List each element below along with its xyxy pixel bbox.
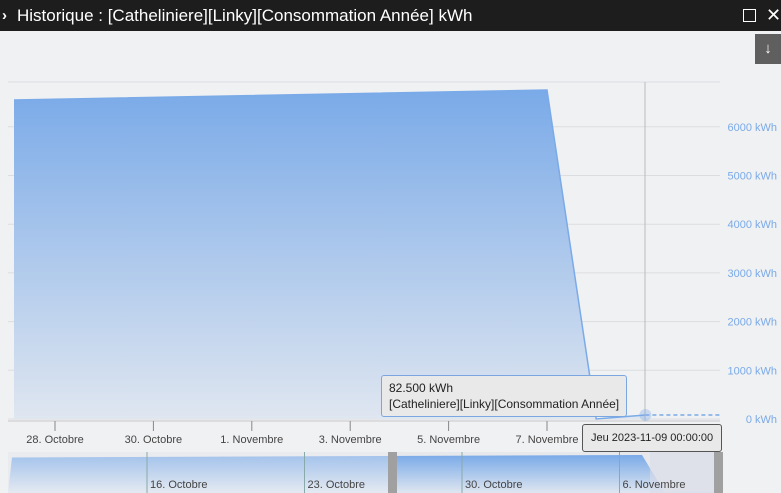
- x-tick-label: 30. Octobre: [125, 434, 182, 446]
- y-tick-label: 2000 kWh: [727, 317, 777, 329]
- y-tick-label: 1000 kWh: [727, 365, 777, 377]
- close-icon[interactable]: ✕: [766, 5, 781, 25]
- tooltip-value: 82.500 kWh: [389, 381, 454, 395]
- x-tick-label: 3. Novembre: [319, 434, 382, 446]
- download-button[interactable]: ↓: [755, 34, 781, 64]
- navigator-tick-label: 23. Octobre: [308, 479, 365, 491]
- y-tick-label: 4000 kWh: [727, 219, 777, 231]
- tooltip: 82.500 kWh [Catheliniere][Linky][Consomm…: [381, 375, 628, 417]
- maximize-icon[interactable]: [743, 9, 756, 22]
- navigator-tick-label: 16. Octobre: [150, 479, 207, 491]
- navigator-tick-label: 30. Octobre: [465, 479, 522, 491]
- date-tooltip: Jeu 2023-11-09 00:00:00: [582, 424, 723, 452]
- navigator-mask: [650, 452, 720, 493]
- x-tick-label: 7. Novembre: [516, 434, 579, 446]
- navigator-handle-right[interactable]: [714, 452, 723, 493]
- y-tick-label: 3000 kWh: [727, 268, 777, 280]
- title-bar: › Historique : [Catheliniere][Linky][Con…: [0, 0, 781, 31]
- chevron-right-icon[interactable]: ›: [2, 7, 7, 24]
- navigator-series: [8, 455, 720, 493]
- x-tick-label: 28. Octobre: [26, 434, 83, 446]
- y-tick-label: 0 kWh: [746, 414, 777, 426]
- navigator-tick-label: 6. Novembre: [623, 479, 686, 491]
- arrow-down-icon: ↓: [764, 40, 772, 57]
- window-title: Historique : [Catheliniere][Linky][Conso…: [17, 6, 473, 25]
- tooltip-series: [Catheliniere][Linky][Consommation Année…: [389, 397, 620, 411]
- area-series: [14, 90, 646, 420]
- y-tick-label: 5000 kWh: [727, 171, 777, 183]
- navigator-mask: [8, 452, 394, 493]
- x-tick-label: 1. Novembre: [220, 434, 283, 446]
- y-tick-label: 6000 kWh: [727, 122, 777, 134]
- hover-marker: [639, 408, 652, 421]
- x-tick-label: 5. Novembre: [417, 434, 480, 446]
- navigator-handle-left[interactable]: [388, 452, 397, 493]
